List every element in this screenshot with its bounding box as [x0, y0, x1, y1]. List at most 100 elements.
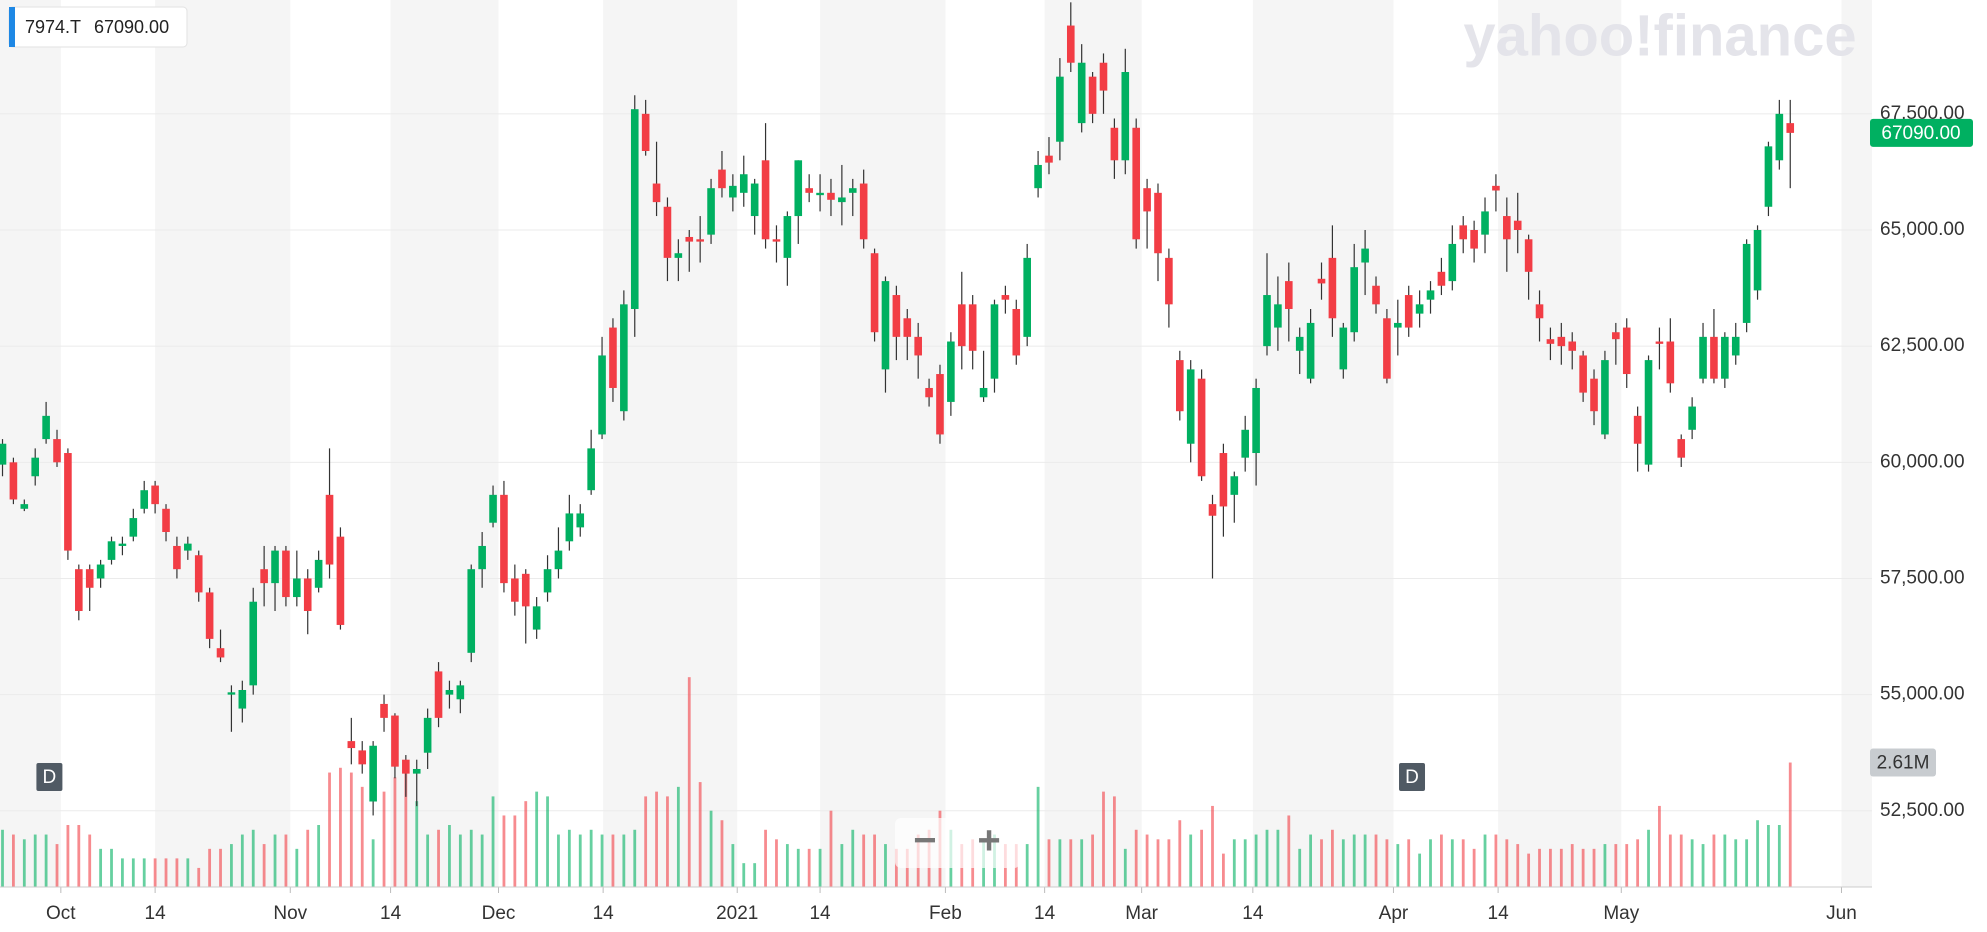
volume-bar: [382, 791, 386, 887]
volume-bar: [1538, 848, 1541, 887]
candle-body: [347, 741, 356, 749]
candle-body: [293, 578, 301, 598]
volume-bar: [219, 848, 222, 887]
candle-body: [1721, 336, 1729, 379]
volume-bar: [1200, 829, 1203, 887]
candle-body: [489, 494, 497, 523]
volume-bar: [1211, 805, 1214, 887]
candle-body: [1557, 336, 1566, 347]
volume-bar: [524, 801, 528, 887]
event-marker[interactable]: D: [1399, 763, 1426, 791]
candle-body: [1208, 504, 1217, 516]
volume-bar: [796, 848, 800, 887]
candle-body: [772, 239, 781, 242]
volume-bar: [1363, 834, 1367, 887]
candle-body: [227, 692, 236, 695]
volume-bar: [131, 858, 135, 887]
candle-body: [979, 387, 988, 398]
volume-bar: [230, 844, 233, 887]
volume-bar: [1429, 839, 1432, 887]
candle-body: [1154, 192, 1162, 254]
candle-body: [1197, 378, 1206, 477]
volume-bar: [720, 820, 724, 887]
volume-bar: [317, 825, 321, 887]
volume-bar: [557, 834, 560, 887]
candle-body: [1056, 76, 1064, 142]
volume-bar: [415, 801, 419, 887]
volume-bar: [426, 834, 430, 887]
volume-bar: [1407, 839, 1411, 887]
volume-bar: [12, 834, 15, 887]
volume-bar: [709, 810, 713, 887]
candle-body: [630, 109, 639, 309]
volume-bar: [1505, 839, 1509, 887]
candle-body: [271, 550, 279, 584]
candle-body: [1775, 113, 1784, 161]
candle-body: [750, 183, 759, 217]
volume-bar: [469, 829, 473, 887]
event-marker[interactable]: D: [36, 763, 63, 791]
volume-bar: [448, 825, 451, 887]
volume-bar: [1625, 844, 1629, 887]
candle-body: [1023, 257, 1031, 337]
zoom-button[interactable]: +: [977, 819, 1000, 863]
candle-body: [848, 188, 857, 193]
candle-body: [1753, 229, 1762, 291]
volume-bar: [1025, 844, 1029, 887]
volume-bar: [1647, 829, 1650, 887]
volume-bar: [1396, 844, 1400, 887]
volume-bar: [273, 834, 277, 887]
zoom-button[interactable]: −: [913, 819, 936, 863]
candle-body: [1644, 360, 1653, 465]
volume-bar: [1581, 848, 1585, 887]
candle-body: [1622, 327, 1631, 375]
y-tick-label: 65,000.00: [1880, 219, 1965, 240]
candle-body: [696, 239, 704, 242]
volume-bar: [1243, 839, 1247, 887]
candle-body: [1012, 308, 1021, 356]
y-tick-label: 67,500.00: [1880, 103, 1965, 124]
x-tick-label: 14: [145, 903, 167, 924]
candle-body: [1350, 267, 1359, 333]
candle-body: [925, 387, 933, 398]
candle-body: [783, 216, 792, 258]
candle-body: [1437, 271, 1446, 286]
volume-bar: [55, 844, 59, 887]
candle-body: [761, 160, 770, 240]
candle-body: [1328, 257, 1337, 319]
volume-bar: [1461, 839, 1465, 887]
volume-bar: [1440, 834, 1443, 887]
candle-body: [216, 648, 225, 658]
candle-body: [20, 504, 29, 509]
stripe: [1841, 0, 1872, 887]
volume-bar: [1102, 791, 1105, 887]
x-tick-label: Mar: [1125, 903, 1158, 924]
volume-bar: [1559, 848, 1563, 887]
candle-body: [1546, 339, 1555, 344]
candle-body: [456, 685, 465, 700]
volume-bar: [295, 848, 299, 887]
volume-bar: [110, 848, 113, 887]
candle-body: [31, 457, 40, 477]
candle-body: [1404, 295, 1413, 328]
volume-bar: [1418, 853, 1422, 887]
volume-bar: [1287, 815, 1291, 887]
y-tick-label: 57,500.00: [1880, 567, 1965, 588]
volume-bar: [676, 786, 680, 887]
candle-body: [838, 197, 846, 203]
watermark: yahoo!finance: [1463, 3, 1856, 68]
volume-bar: [1112, 796, 1116, 887]
candle-body: [1426, 290, 1435, 300]
volume-bar: [175, 858, 179, 887]
volume-bar: [1636, 839, 1640, 887]
volume-bar: [753, 863, 757, 887]
stripe: [1252, 0, 1394, 887]
volume-bar: [589, 829, 593, 887]
volume-bar: [1549, 848, 1552, 887]
volume-bar: [88, 834, 92, 887]
candle-body: [739, 174, 748, 193]
candle-body: [652, 183, 661, 203]
candle-body: [434, 671, 443, 718]
y-tick-label: 52,500.00: [1880, 800, 1965, 821]
volume-bar: [1036, 786, 1040, 887]
